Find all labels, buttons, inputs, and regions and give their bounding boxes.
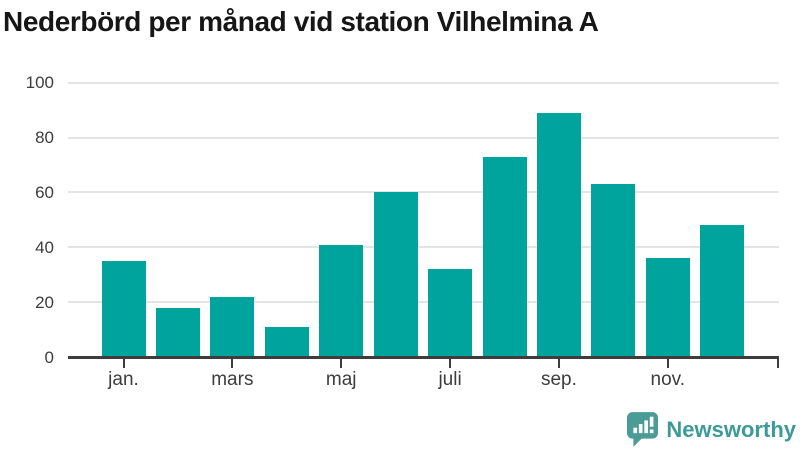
y-gridline — [68, 191, 779, 194]
bar-nov. — [645, 258, 690, 357]
y-axis-label: 40 — [35, 237, 54, 257]
y-axis-label: 60 — [35, 182, 54, 202]
bar-feb. — [155, 307, 200, 357]
y-axis-label: 0 — [44, 347, 54, 367]
x-axis-tick — [666, 358, 669, 368]
y-axis-label: 80 — [35, 128, 54, 148]
brand-name: Newsworthy — [666, 416, 796, 442]
bar-sep. — [536, 112, 581, 357]
x-axis-tick — [449, 358, 452, 368]
y-gridline — [68, 301, 779, 304]
y-gridline — [68, 136, 779, 139]
bar-maj — [319, 244, 364, 357]
x-axis-label: jan. — [108, 369, 139, 390]
bar-okt. — [591, 184, 636, 357]
y-axis-label: 100 — [25, 73, 54, 93]
bar-juli — [428, 269, 473, 357]
x-axis-label: mars — [211, 369, 254, 390]
x-axis-line — [68, 355, 779, 359]
bar-juni — [373, 192, 418, 357]
x-axis-label: nov. — [650, 369, 686, 390]
x-axis-tick — [340, 358, 343, 368]
chart-title: Nederbörd per månad vid station Vilhelmi… — [3, 6, 599, 37]
bar-dec. — [700, 225, 745, 357]
y-gridline — [68, 81, 779, 84]
brand-footer: Newsworthy — [627, 412, 796, 447]
x-axis-label: sep. — [540, 369, 577, 390]
x-axis-tick — [122, 358, 125, 368]
y-axis-label: 20 — [35, 292, 54, 312]
logo-bars-icon — [633, 416, 654, 434]
x-axis-end-tick — [777, 358, 779, 368]
newsworthy-logo-icon — [627, 412, 659, 447]
x-axis-tick — [557, 358, 560, 368]
bar-jan. — [101, 260, 146, 357]
bar-apr. — [264, 326, 309, 357]
x-axis-label: juli — [438, 369, 462, 390]
x-axis-tick — [231, 358, 234, 368]
y-gridline — [68, 246, 779, 249]
x-axis-label: maj — [325, 369, 357, 390]
bar-mars — [210, 296, 255, 357]
bar-aug. — [482, 156, 527, 357]
